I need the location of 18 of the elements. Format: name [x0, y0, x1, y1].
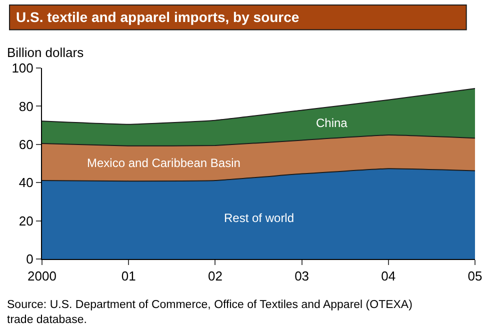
y-tick-label: 60	[18, 136, 34, 152]
y-axis-title: Billion dollars	[7, 45, 84, 60]
y-tick-label: 20	[18, 213, 34, 228]
x-tick-label: 03	[294, 268, 310, 284]
y-tick-label: 0	[26, 252, 34, 267]
x-tick-label: 2000	[28, 268, 56, 284]
x-tick-label: 02	[208, 268, 222, 284]
chart-title: U.S. textile and apparel imports, by source	[16, 9, 300, 25]
y-tick-label: 40	[18, 175, 34, 190]
series-label: Rest of world	[224, 211, 294, 225]
x-tick-label: 05	[468, 268, 482, 284]
y-tick-label: 100	[12, 60, 34, 76]
source-note: Source: U.S. Department of Commerce, Office of Textiles and Apparel (OTEXA) trade database.	[7, 299, 413, 326]
series-label: China	[316, 116, 348, 130]
y-tick-label: 80	[18, 98, 34, 114]
x-tick-label: 01	[121, 268, 136, 284]
x-tick-label: 04	[381, 268, 396, 284]
series-label: Mexico and Caribbean Basin	[87, 156, 240, 170]
